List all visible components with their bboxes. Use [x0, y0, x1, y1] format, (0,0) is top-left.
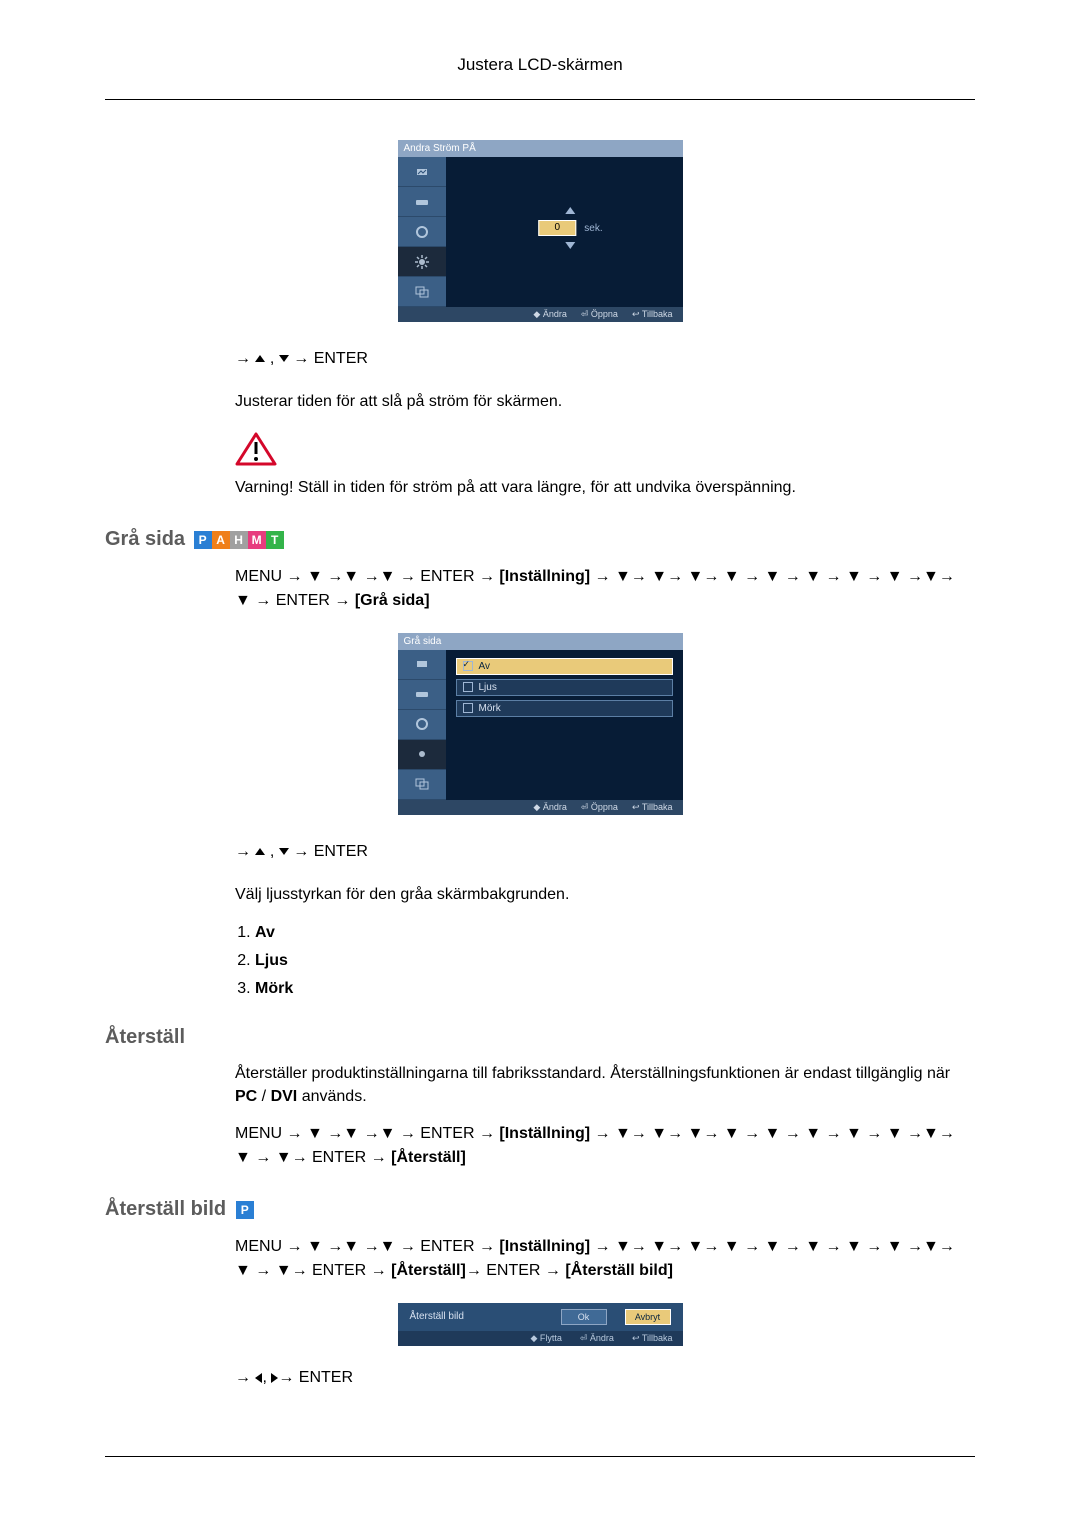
footer-back: ↩ Tillbaka: [632, 309, 673, 320]
badge-m: M: [248, 531, 266, 549]
footer-back: ↩ Tillbaka: [632, 802, 673, 813]
nav-keys-3: → , → ENTER: [235, 1366, 975, 1390]
badge-a: A: [212, 531, 230, 549]
osd-down-arrow: [565, 242, 575, 249]
options-list: Av Ljus Mörk: [235, 924, 975, 998]
dlg-label: Återställ bild: [410, 1311, 543, 1322]
osd-tab-picture: [398, 650, 446, 680]
footer-adjust: ◆ Ändra: [533, 309, 566, 320]
page-header: Justera LCD-skärmen: [105, 55, 975, 75]
osd2-sidebar: [398, 650, 446, 800]
osd-sidebar: [398, 157, 446, 307]
nav-keys-2: → , → ENTER: [235, 840, 975, 864]
osd-item-dark: Mörk: [456, 700, 673, 717]
osd-tab-multi: [398, 770, 446, 800]
osd-unit: sek.: [584, 223, 602, 234]
osd-item-light: Ljus: [456, 679, 673, 696]
reset-description: Återställer produktinställningarna till …: [235, 1063, 975, 1108]
badge-p: P: [194, 531, 212, 549]
footer-change: ⏎ Ändra: [580, 1333, 614, 1344]
osd-item-off: Av: [456, 658, 673, 675]
osd-footer: ◆ Ändra ⏎ Öppna ↩ Tillbaka: [398, 307, 683, 322]
dlg-footer: ◆ Flytta ⏎ Ändra ↩ Tillbaka: [398, 1331, 683, 1346]
footer-adjust: ◆ Ändra: [533, 802, 566, 813]
footer-open: ⏎ Öppna: [581, 802, 618, 813]
nav-gray-menu: MENU → ▼ →▼ →▼ → ENTER → [Inställning] →…: [235, 565, 975, 613]
footer-back: ↩ Tillbaka: [632, 1333, 673, 1344]
osd-titlebar: Andra Ström PÅ: [398, 140, 683, 157]
section-reset-image: Återställ bild P: [105, 1198, 975, 1221]
osd-tab-picture: [398, 157, 446, 187]
warning-text: Varning! Ställ in tiden för ström på att…: [235, 477, 975, 499]
osd-power-on-adjustment: Andra Ström PÅ 0 sek.: [398, 140, 683, 322]
osd-tab-color: [398, 217, 446, 247]
line-adjust-time: Justerar tiden för att slå på ström för …: [235, 391, 975, 413]
pahmt-badge: P A H M T: [194, 531, 284, 549]
option-light: Ljus: [255, 952, 975, 970]
osd-tab-input: [398, 680, 446, 710]
badge-h: H: [230, 531, 248, 549]
dlg-ok-button: Ok: [561, 1309, 607, 1325]
osd-tab-settings: [398, 740, 446, 770]
badge-t: T: [266, 531, 284, 549]
nav-reset-menu: MENU → ▼ →▼ →▼ → ENTER → [Inställning] →…: [235, 1122, 975, 1170]
dlg-cancel-button: Avbryt: [625, 1309, 671, 1325]
osd-tab-multi: [398, 277, 446, 307]
nav-reset-image-menu: MENU → ▼ →▼ →▼ → ENTER → [Inställning] →…: [235, 1235, 975, 1283]
nav-keys-1: → , → ENTER: [235, 347, 975, 371]
osd-up-arrow: [565, 207, 575, 214]
osd-tab-color: [398, 710, 446, 740]
footer-move: ◆ Flytta: [530, 1333, 561, 1344]
line-brightness: Välj ljusstyrkan för den gråa skärmbakgr…: [235, 884, 975, 906]
option-off: Av: [255, 924, 975, 942]
osd-tab-settings: [398, 247, 446, 277]
section-gray-side: Grå sida P A H M T: [105, 528, 975, 551]
osd-gray-side: Grå sida Av Ljus Mörk: [398, 633, 683, 815]
option-dark: Mörk: [255, 980, 975, 998]
osd-value: 0: [538, 220, 576, 236]
section-gray-title: Grå sida: [105, 528, 185, 550]
badge-p-only: P: [236, 1201, 254, 1219]
osd-tab-input: [398, 187, 446, 217]
osd2-panel: Av Ljus Mörk: [446, 650, 683, 800]
footer-open: ⏎ Öppna: [581, 309, 618, 320]
osd2-titlebar: Grå sida: [398, 633, 683, 650]
osd-panel: 0 sek.: [446, 157, 683, 307]
warning-icon: [235, 431, 277, 467]
osd-reset-dialog: Återställ bild Ok Avbryt ◆ Flytta ⏎ Ändr…: [398, 1303, 683, 1346]
osd2-footer: ◆ Ändra ⏎ Öppna ↩ Tillbaka: [398, 800, 683, 815]
footer-rule: [105, 1456, 975, 1457]
section-reset: Återställ: [105, 1026, 975, 1049]
